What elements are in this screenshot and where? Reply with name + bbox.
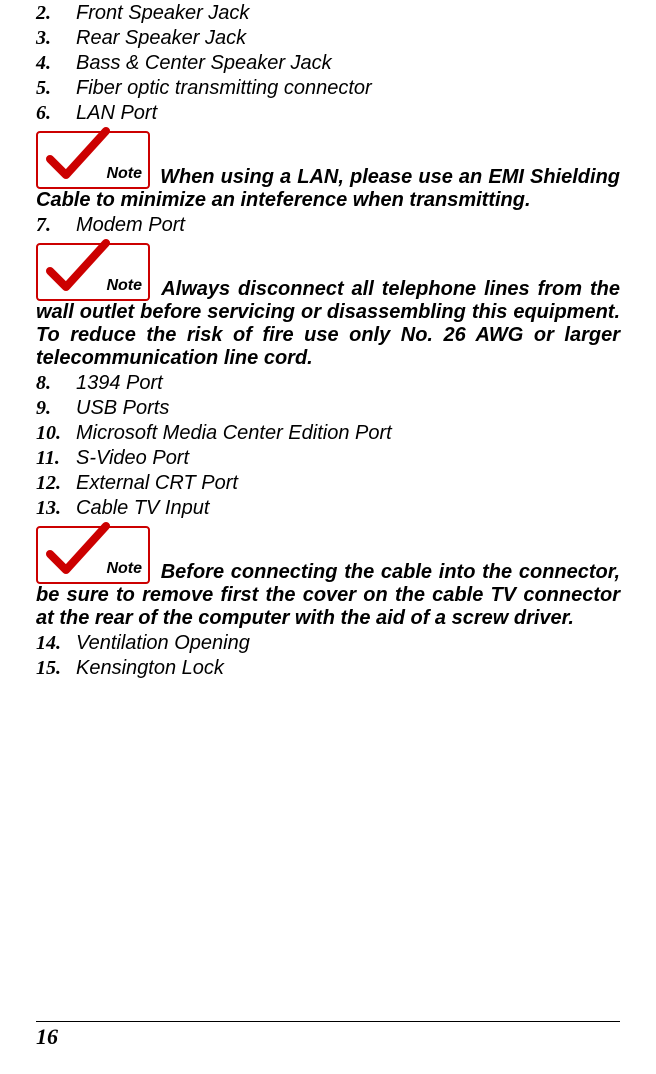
list-item: 6. LAN Port <box>36 102 620 125</box>
footer-rule <box>36 1021 620 1022</box>
list-number: 8. <box>36 372 76 395</box>
list-text: Cable TV Input <box>76 497 209 520</box>
note-icon: Note <box>36 131 150 189</box>
list-text: LAN Port <box>76 102 157 125</box>
list-item: 9. USB Ports <box>36 397 620 420</box>
list-number: 3. <box>36 27 76 50</box>
note-icon: Note <box>36 243 150 301</box>
list-number: 4. <box>36 52 76 75</box>
list-item: 7. Modem Port <box>36 214 620 237</box>
note-icon: Note <box>36 526 150 584</box>
list-text: Modem Port <box>76 214 185 237</box>
list-item: 3. Rear Speaker Jack <box>36 27 620 50</box>
list-item: 8. 1394 Port <box>36 372 620 395</box>
list-number: 15. <box>36 657 76 680</box>
list-text: Kensington Lock <box>76 657 224 680</box>
list-text: 1394 Port <box>76 372 163 395</box>
list-text: Rear Speaker Jack <box>76 27 246 50</box>
list-text: S-Video Port <box>76 447 189 470</box>
list-text: Bass & Center Speaker Jack <box>76 52 332 75</box>
list-item: 2. Front Speaker Jack <box>36 2 620 25</box>
list-text: External CRT Port <box>76 472 238 495</box>
list-number: 14. <box>36 632 76 655</box>
list-item: 13. Cable TV Input <box>36 497 620 520</box>
list-item: 15. Kensington Lock <box>36 657 620 680</box>
list-text: Fiber optic transmitting connector <box>76 77 372 100</box>
list-item: 4. Bass & Center Speaker Jack <box>36 52 620 75</box>
list-number: 13. <box>36 497 76 520</box>
note-callout: Note When using a LAN, please use an EMI… <box>36 131 620 212</box>
list-number: 6. <box>36 102 76 125</box>
list-number: 2. <box>36 2 76 25</box>
page-number: 16 <box>36 1021 58 1050</box>
list-number: 7. <box>36 214 76 237</box>
list-number: 12. <box>36 472 76 495</box>
list-number: 5. <box>36 77 76 100</box>
note-callout: Note Always disconnect all telephone lin… <box>36 243 620 370</box>
list-text: Microsoft Media Center Edition Port <box>76 422 392 445</box>
list-text: USB Ports <box>76 397 169 420</box>
list-number: 10. <box>36 422 76 445</box>
list-text: Front Speaker Jack <box>76 2 249 25</box>
list-text: Ventilation Opening <box>76 632 250 655</box>
list-item: 10. Microsoft Media Center Edition Port <box>36 422 620 445</box>
note-callout: Note Before connecting the cable into th… <box>36 526 620 630</box>
list-item: 11. S-Video Port <box>36 447 620 470</box>
document-page: 2. Front Speaker Jack 3. Rear Speaker Ja… <box>0 2 656 1074</box>
list-item: 14. Ventilation Opening <box>36 632 620 655</box>
list-item: 12. External CRT Port <box>36 472 620 495</box>
list-number: 11. <box>36 447 76 470</box>
note-label: Note <box>106 277 142 295</box>
note-label: Note <box>106 560 142 578</box>
note-label: Note <box>106 165 142 183</box>
list-number: 9. <box>36 397 76 420</box>
list-item: 5. Fiber optic transmitting connector <box>36 77 620 100</box>
